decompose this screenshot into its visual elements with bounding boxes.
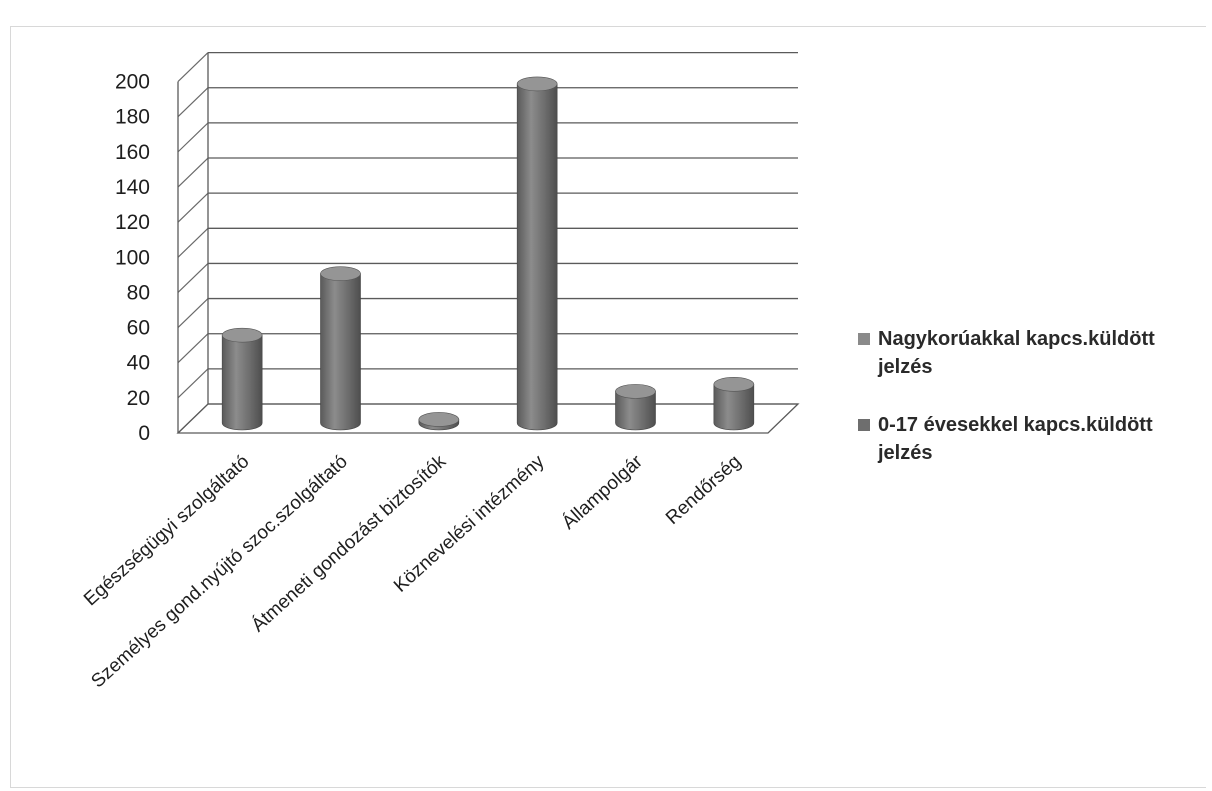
gridline-side xyxy=(177,157,209,188)
bar-body xyxy=(221,334,263,431)
y-axis: 0 20 40 60 80 100 120 140 160 180 200 xyxy=(115,71,179,445)
y-tick-label: 20 xyxy=(127,387,150,410)
bar-top xyxy=(418,412,460,427)
y-tick-label: 180 xyxy=(115,106,150,129)
legend-swatch xyxy=(858,419,870,431)
x-tick-label: Rendőrség xyxy=(662,451,745,529)
gridlines xyxy=(176,51,800,434)
y-tick-label: 160 xyxy=(115,141,150,164)
bar-top xyxy=(320,266,361,281)
bar xyxy=(615,384,656,431)
gridline-side xyxy=(177,192,209,223)
y-tick-label: 60 xyxy=(127,317,150,340)
bar-top xyxy=(615,384,656,399)
x-tick-label: Állampolgár xyxy=(558,451,647,534)
bar xyxy=(713,377,755,431)
gridline-side xyxy=(177,368,209,399)
bar-body xyxy=(516,83,558,431)
gridline-side xyxy=(177,298,209,329)
gridline-side xyxy=(177,333,209,364)
bar-top xyxy=(516,76,558,92)
floor xyxy=(176,403,800,434)
bar xyxy=(516,76,558,431)
bar-body xyxy=(713,384,755,431)
y-tick-label: 80 xyxy=(127,281,150,304)
gridline-side xyxy=(177,87,209,118)
chart-frame xyxy=(10,26,1206,788)
x-tick-label: Egészségügyi szolgáltató xyxy=(80,451,253,610)
y-tick-label: 200 xyxy=(115,71,150,94)
legend: Nagykorúakkal kapcs.küldött jelzés 0-17 év… xyxy=(858,328,1155,464)
bar xyxy=(418,412,460,431)
gridline-side xyxy=(177,227,209,258)
gridline-side xyxy=(177,52,209,83)
bar-body xyxy=(320,273,361,431)
gridline-side xyxy=(177,263,209,293)
bars xyxy=(221,76,755,431)
bar xyxy=(221,327,263,431)
y-tick-label: 140 xyxy=(115,176,150,199)
y-tick-label: 100 xyxy=(115,246,150,269)
x-tick-label: Átmeneti gondozást biztosítók xyxy=(248,451,451,637)
y-tick-label: 40 xyxy=(127,352,150,375)
gridline-side xyxy=(177,122,209,153)
legend-label: Nagykorúakkal kapcs.küldött jelzés xyxy=(877,328,1155,378)
legend-swatch xyxy=(858,333,870,345)
y-tick-label: 120 xyxy=(115,211,150,234)
bar-body xyxy=(615,391,656,431)
legend-label: 0-17 évesekkel kapcs.küldött jelzés xyxy=(877,414,1153,464)
y-tick-label: 0 xyxy=(138,422,150,445)
bar-top xyxy=(713,377,755,392)
bar-top xyxy=(221,327,263,343)
bar xyxy=(320,266,361,431)
